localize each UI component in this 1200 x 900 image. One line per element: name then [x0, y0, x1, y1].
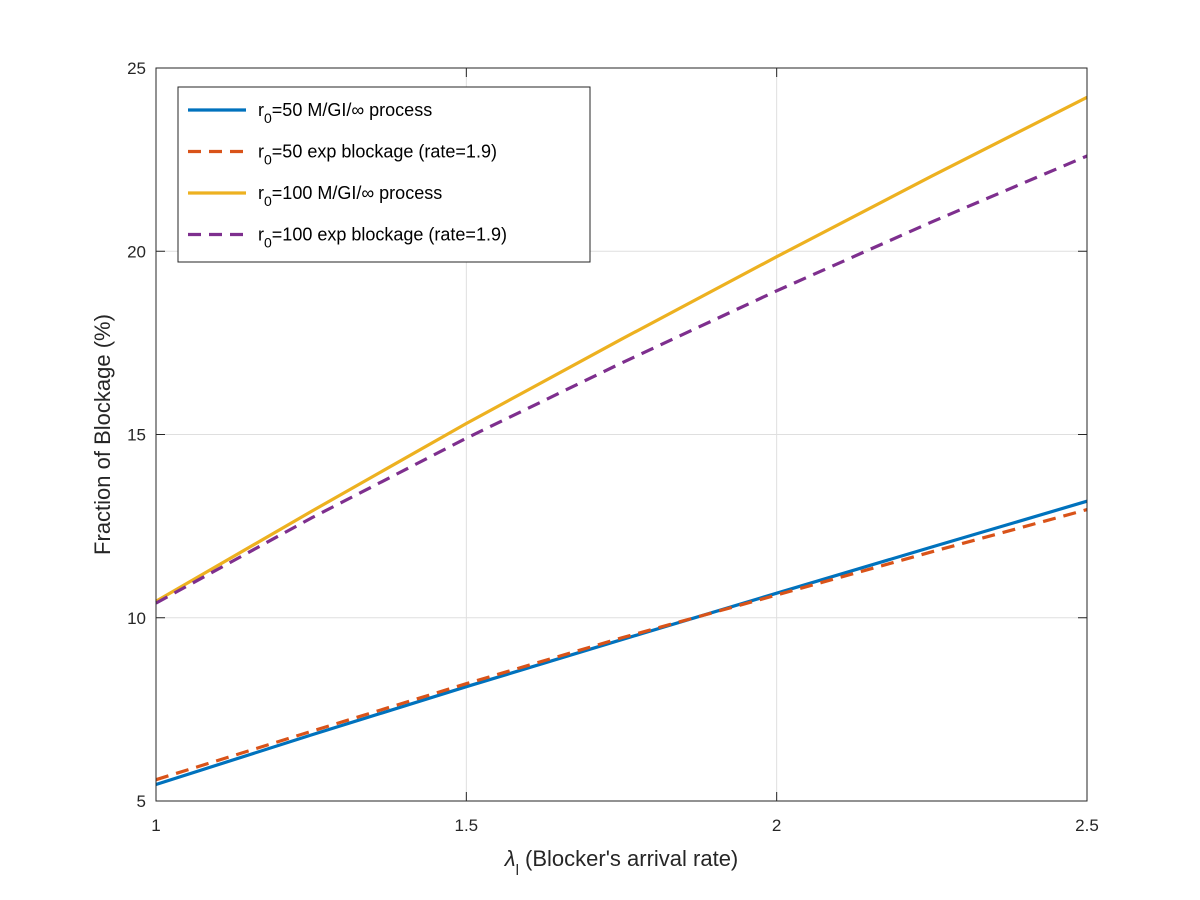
x-axis-label-symbol: λ [504, 846, 516, 871]
y-axis-label: Fraction of Blockage (%) [90, 314, 115, 555]
x-tick-label: 1.5 [455, 816, 479, 835]
y-tick-label: 20 [127, 242, 146, 261]
legend-item-3: r0=100 M/GI/∞ process [188, 183, 442, 209]
data-series [155, 95, 1088, 787]
legend-box [177, 86, 591, 263]
series-line-4 [155, 154, 1088, 605]
series-line-2 [155, 508, 1088, 782]
legend-item-4: r0=100 exp blockage (rate=1.9) [188, 225, 507, 251]
legend-label: r0=50 exp blockage (rate=1.9) [258, 142, 497, 168]
x-axis-label-text: (Blocker's arrival rate) [519, 846, 738, 871]
y-tick-label: 10 [127, 609, 146, 628]
x-tick-label: 2.5 [1075, 816, 1099, 835]
legend-label: r0=100 M/GI/∞ process [258, 183, 442, 209]
legend: r0=50 M/GI/∞ process r0=50 exp blockage (… [177, 86, 591, 263]
legend-label: r0=100 exp blockage (rate=1.9) [258, 225, 507, 251]
series-line-3 [155, 95, 1088, 603]
series-line-1 [155, 499, 1088, 787]
legend-label: r0=50 M/GI/∞ process [258, 100, 432, 126]
legend-item-2: r0=50 exp blockage (rate=1.9) [188, 142, 497, 168]
y-tick-label: 5 [137, 792, 146, 811]
y-tick-label: 25 [127, 59, 146, 78]
axis-ticks: 1 1.5 2 2.5 5 10 15 20 25 [127, 59, 1099, 835]
x-axis-label: λl (Blocker's arrival rate) [504, 846, 739, 879]
y-tick-label: 15 [127, 426, 146, 445]
legend-item-1: r0=50 M/GI/∞ process [188, 100, 432, 126]
x-tick-label: 1 [151, 816, 160, 835]
x-tick-label: 2 [772, 816, 781, 835]
x-axis-label-subscript: l [516, 862, 519, 879]
